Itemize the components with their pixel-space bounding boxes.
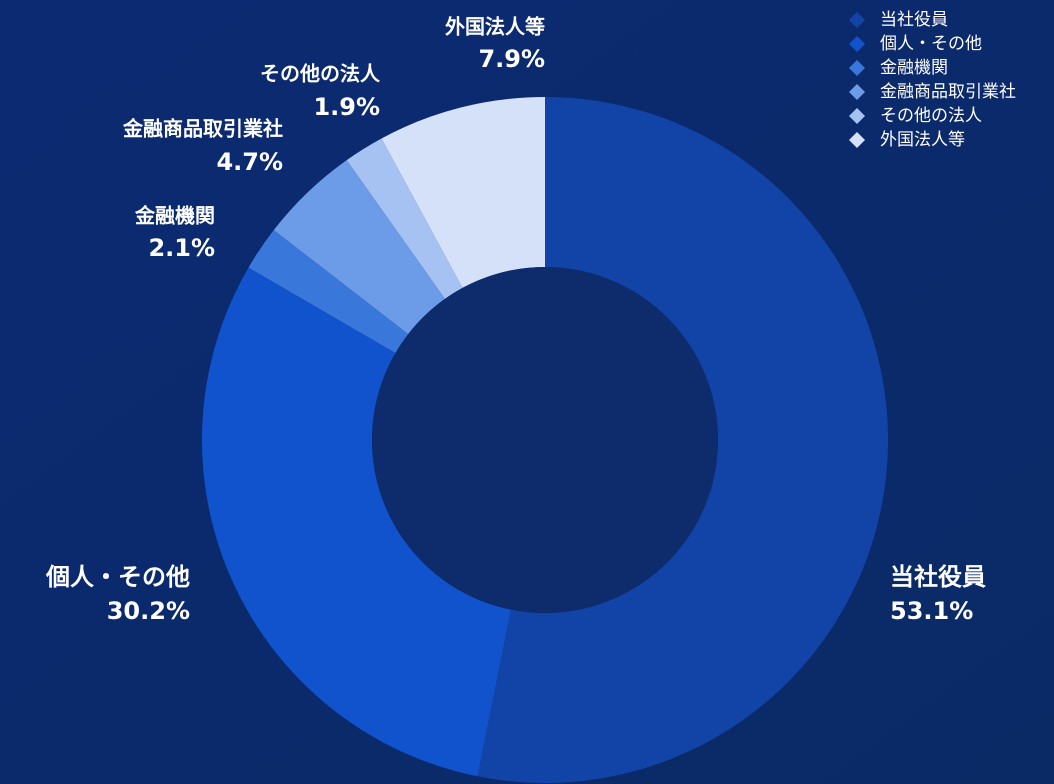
legend-marker [849, 36, 865, 52]
slice-label: 当社役員 [890, 563, 986, 591]
slice-label: 金融商品取引業社 [122, 117, 283, 141]
slice-value: 1.9% [313, 93, 380, 121]
donut-slice [273, 160, 445, 335]
donut-slice [248, 230, 409, 354]
legend-label: 外国法人等 [880, 130, 965, 150]
legend-label: 金融商品取引業社 [880, 82, 1016, 102]
donut-slice [477, 97, 889, 783]
donut-slice [346, 138, 463, 299]
slice-value: 4.7% [216, 148, 283, 176]
slice-value: 7.9% [478, 45, 545, 73]
donut-slice [381, 97, 545, 288]
slice-label: その他の法人 [260, 62, 381, 86]
slice-label: 外国法人等 [445, 15, 545, 39]
slice-value: 53.1% [890, 597, 973, 625]
legend-marker [849, 12, 865, 28]
slice-label: 金融機関 [134, 204, 215, 228]
legend-marker [849, 84, 865, 100]
legend-label: 金融機関 [880, 58, 948, 78]
legend-marker [849, 132, 865, 148]
legend-label: 当社役員 [880, 10, 948, 30]
donut-slice [201, 267, 511, 777]
legend-label: その他の法人 [880, 106, 982, 126]
legend-marker [849, 108, 865, 124]
legend-marker [849, 60, 865, 76]
slice-label: 個人・その他 [45, 563, 190, 591]
donut-hole [372, 267, 718, 613]
slice-value: 2.1% [148, 234, 215, 262]
slice-value: 30.2% [107, 597, 190, 625]
legend-label: 個人・その他 [880, 34, 982, 54]
